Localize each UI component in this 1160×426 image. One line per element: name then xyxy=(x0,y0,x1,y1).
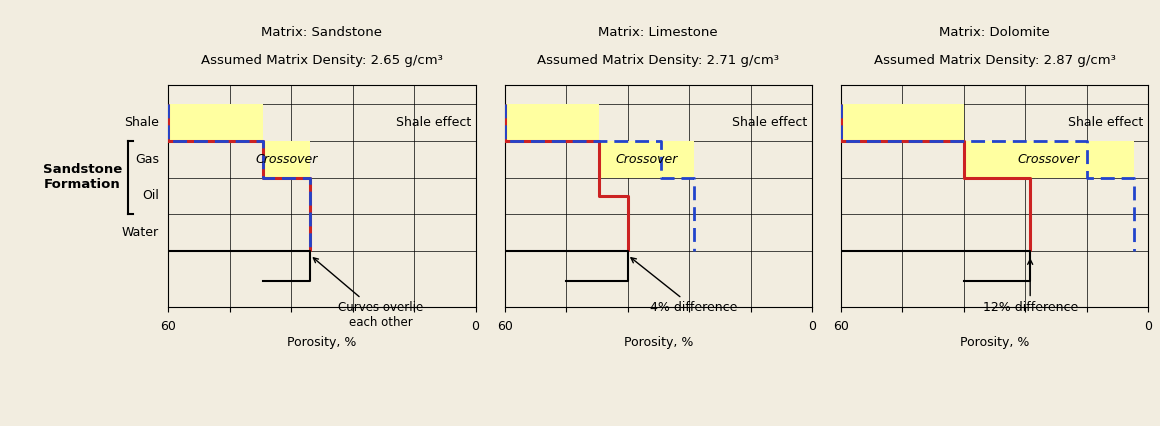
Text: Assumed Matrix Density: 2.71 g/cm³: Assumed Matrix Density: 2.71 g/cm³ xyxy=(537,55,780,67)
Text: 0: 0 xyxy=(1145,320,1152,333)
Text: 60: 60 xyxy=(160,320,176,333)
Text: Porosity, %: Porosity, % xyxy=(624,336,693,348)
Text: Crossover: Crossover xyxy=(1017,153,1080,166)
Text: Porosity, %: Porosity, % xyxy=(960,336,1029,348)
Text: Shale: Shale xyxy=(124,115,159,129)
Text: 60: 60 xyxy=(833,320,849,333)
Text: Crossover: Crossover xyxy=(615,153,677,166)
Text: 0: 0 xyxy=(472,320,479,333)
Text: Water: Water xyxy=(122,226,159,239)
Text: Matrix: Sandstone: Matrix: Sandstone xyxy=(261,26,383,39)
Text: Shale effect: Shale effect xyxy=(732,115,807,129)
Text: Oil: Oil xyxy=(142,190,159,202)
Text: Matrix: Dolomite: Matrix: Dolomite xyxy=(940,26,1050,39)
Text: Assumed Matrix Density: 2.65 g/cm³: Assumed Matrix Density: 2.65 g/cm³ xyxy=(201,55,443,67)
Text: 4% difference: 4% difference xyxy=(631,258,738,314)
Text: Shale effect: Shale effect xyxy=(396,115,471,129)
Text: 0: 0 xyxy=(809,320,815,333)
Text: Sandstone
Formation: Sandstone Formation xyxy=(43,164,122,192)
Text: Matrix: Limestone: Matrix: Limestone xyxy=(599,26,718,39)
Text: Porosity, %: Porosity, % xyxy=(288,336,356,348)
Text: Crossover: Crossover xyxy=(255,153,318,166)
Text: Shale effect: Shale effect xyxy=(1068,115,1144,129)
Text: Curves overlie
each other: Curves overlie each other xyxy=(313,258,423,329)
Text: Gas: Gas xyxy=(135,153,159,166)
Text: 12% difference: 12% difference xyxy=(983,259,1078,314)
Text: 60: 60 xyxy=(496,320,513,333)
Text: Assumed Matrix Density: 2.87 g/cm³: Assumed Matrix Density: 2.87 g/cm³ xyxy=(873,55,1116,67)
